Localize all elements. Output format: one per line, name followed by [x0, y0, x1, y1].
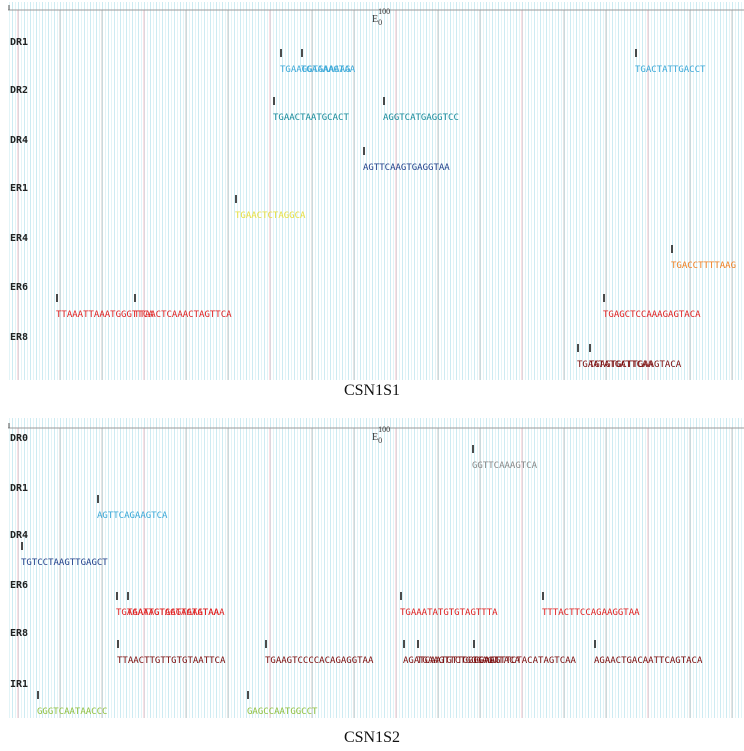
site-sequence: TGAAAATGTAGTAGTATAA [116, 608, 220, 618]
site-sequence: TGAATATGATTCAA [577, 360, 653, 370]
track-name: DR4 [10, 135, 28, 146]
panel-background [8, 418, 744, 718]
marker-sup: 100 [378, 7, 390, 16]
site-sequence: TGAGTGCTTGAAGTACA [589, 360, 682, 370]
track-name: ER8 [10, 332, 28, 343]
site-sequence: TTAACTCAAACTAGTTCA [134, 310, 232, 320]
track-name: ER4 [10, 233, 28, 244]
caption: CSN1S1 [344, 382, 400, 399]
track-name: ER6 [10, 282, 28, 293]
site-sequence: TGACCTTTTAAG [671, 261, 736, 271]
site-sequence: TGAAAAGTAA [301, 65, 356, 75]
marker-sub: 0 [378, 18, 382, 27]
marker-sup: 100 [378, 425, 390, 434]
track-name: DR0 [10, 433, 28, 444]
axis-marker: E0 100 [372, 425, 390, 445]
site-sequence: TGAACTCTAGGCA [235, 211, 306, 221]
site-sequence: TGATAGTGAGTAAGTAAA [127, 608, 225, 618]
site-sequence: AGTTCAGAAGTCA [97, 511, 168, 521]
site-sequence: TGAGTTTCTACATAGTCAA [473, 656, 577, 666]
site-sequence: AGGTCATGAGGTCC [383, 113, 459, 123]
track-name: IR1 [10, 679, 28, 690]
site-sequence: TGACTATTGACCT [635, 65, 706, 75]
site-sequence: TGAGCTCCAAAGAGTACA [603, 310, 701, 320]
site-sequence: TTAAATTAAATGGGTTCA [56, 310, 154, 320]
site-sequence: GGGTCAATAACCC [37, 707, 107, 717]
track-name: DR1 [10, 483, 28, 494]
site-sequence: GGTTCAAAGTCA [472, 461, 538, 471]
marker-base: E [372, 14, 378, 25]
site-sequence: GAGCCAATGGCCT [247, 707, 318, 717]
site-sequence: AGAACTGACAATTCAGTACA [594, 656, 703, 666]
site-sequence: AGATCAATGTTGGGGAAG [403, 656, 501, 666]
marker-base: E [372, 432, 378, 443]
track-name: DR4 [10, 530, 28, 541]
site-sequence: TGAAGTCCCCACAGAGGTAA [265, 656, 374, 666]
site-sequence: TTTACTTCCAGAAGGTAA [542, 608, 640, 618]
track-name: DR2 [10, 85, 28, 96]
track-name: DR1 [10, 37, 28, 48]
caption: CSN1S2 [344, 729, 400, 746]
marker-sub: 0 [378, 436, 382, 445]
site-sequence: TGTCCTAAGTTGAGCT [21, 558, 108, 568]
site-sequence: TTAACTTGTTGTGTAATTCA [117, 656, 226, 666]
site-sequence: TGAAATATGTGTAGTTTA [400, 608, 498, 618]
site-sequence: TGAAGGTGAAAAG [280, 65, 350, 75]
track-name: ER1 [10, 183, 28, 194]
site-sequence: AGTTCAAGTGAGGTAA [363, 163, 450, 173]
track-name: ER6 [10, 580, 28, 591]
panel-background [8, 2, 744, 380]
axis-marker: E0 100 [372, 7, 390, 27]
site-sequence: TGAAGTTCTGGGAGTTACA [417, 656, 521, 666]
site-sequence: TGAACTAATGCACT [273, 113, 349, 123]
track-name: ER8 [10, 628, 28, 639]
